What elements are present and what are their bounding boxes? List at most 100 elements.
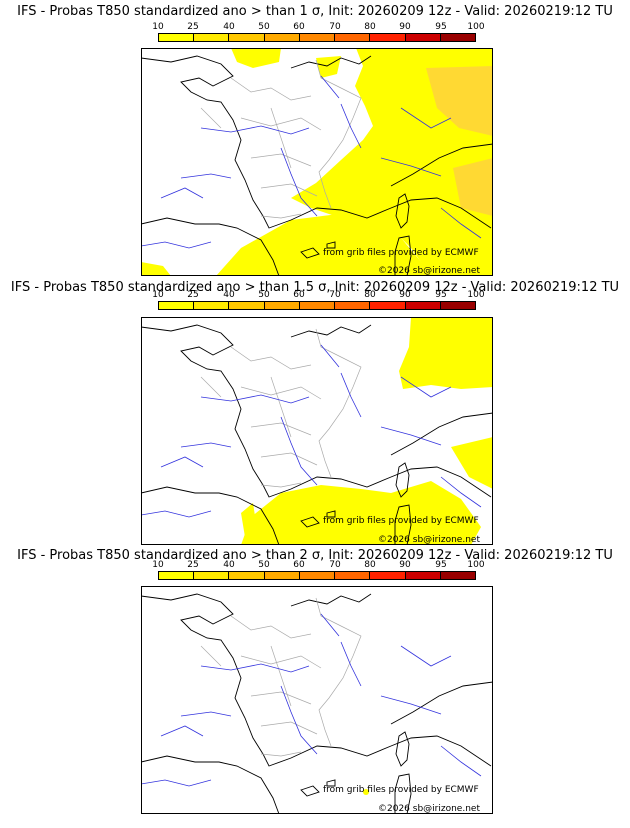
tick-label: 50	[258, 560, 270, 570]
colorbar-segment	[264, 34, 300, 41]
colorbar-segment	[264, 302, 300, 309]
coastline	[141, 217, 280, 276]
panel-2-title: IFS - Probas T850 standardized ano > tha…	[10, 280, 620, 295]
coastline-corsica	[395, 731, 410, 767]
panel-3-colorbar: 10 25 40 50 60 70 80 90 95 100	[152, 560, 485, 582]
colorbar-segment	[440, 302, 475, 309]
panel-3-map: from grib files provided by ECMWF ©2026 …	[141, 586, 493, 814]
colorbar-segment	[299, 302, 336, 309]
colorbar-ticks: 10 25 40 50 60 70 80 90 95 100	[152, 22, 484, 33]
colorbar-segment	[264, 572, 300, 579]
tick-label: 60	[293, 290, 305, 300]
tick-label: 10	[152, 290, 164, 300]
data-credit: from grib files provided by ECMWF	[323, 248, 479, 258]
coastline-corsica	[395, 462, 410, 498]
probability-area	[216, 213, 433, 276]
colorbar-swatches	[158, 571, 476, 580]
tick-label: 70	[329, 560, 341, 570]
tick-label: 50	[258, 290, 270, 300]
probability-area-high	[453, 158, 493, 216]
tick-label: 90	[399, 290, 411, 300]
coastline	[141, 486, 280, 545]
tick-label: 90	[399, 560, 411, 570]
copyright: ©2026 sb@irizone.net	[378, 535, 480, 545]
probability-area	[141, 262, 171, 276]
probability-area	[241, 481, 481, 545]
coastline	[390, 143, 493, 187]
colorbar-segment	[405, 572, 441, 579]
tick-label: 40	[223, 560, 235, 570]
rivers	[141, 344, 482, 518]
panel-2-map: from grib files provided by ECMWF ©2026 …	[141, 317, 493, 545]
colorbar-segment	[229, 572, 265, 579]
colorbar-segment	[194, 34, 230, 41]
colorbar-segment	[405, 34, 441, 41]
tick-label: 100	[467, 560, 485, 570]
sea-background	[141, 586, 493, 814]
colorbar-segment	[159, 34, 195, 41]
tick-label: 80	[364, 290, 376, 300]
copyright: ©2026 sb@irizone.net	[378, 804, 480, 814]
colorbar-segment	[335, 34, 371, 41]
data-credit: from grib files provided by ECMWF	[323, 785, 479, 795]
panel-1-title: IFS - Probas T850 standardized ano > tha…	[17, 4, 613, 19]
coastline-sardinia	[394, 504, 412, 545]
coastline-islands	[300, 779, 336, 797]
colorbar-segment	[299, 572, 336, 579]
tick-label: 80	[364, 560, 376, 570]
coastline	[141, 755, 280, 814]
colorbar-segment	[335, 302, 371, 309]
tick-label: 10	[152, 22, 164, 32]
tick-label: 10	[152, 560, 164, 570]
colorbar-ticks: 10 25 40 50 60 70 80 90 95 100	[152, 560, 484, 571]
map-canvas: from grib files provided by ECMWF ©2026 …	[141, 586, 493, 814]
colorbar-segment	[194, 302, 230, 309]
colorbar-segment	[440, 34, 475, 41]
panel-1-map: from grib files provided by ECMWF ©2026 …	[141, 48, 493, 276]
tick-label: 25	[187, 290, 199, 300]
coastline	[141, 55, 492, 229]
coastline	[290, 55, 372, 69]
coastline	[290, 324, 372, 338]
colorbar-segment	[335, 572, 371, 579]
colorbar-segment	[405, 302, 441, 309]
coastline	[141, 593, 492, 767]
map-frame	[141, 48, 493, 276]
colorbar-segment	[159, 302, 195, 309]
tick-label: 40	[223, 22, 235, 32]
tick-label: 40	[223, 290, 235, 300]
colorbar-swatches	[158, 301, 476, 310]
probability-area-high	[426, 66, 493, 136]
tick-label: 95	[435, 560, 447, 570]
copyright: ©2026 sb@irizone.net	[378, 266, 480, 276]
tick-label: 60	[293, 22, 305, 32]
coastline-islands	[300, 510, 336, 528]
probability-area	[451, 437, 493, 489]
tick-label: 50	[258, 22, 270, 32]
map-frame	[141, 317, 493, 545]
panel-3-title: IFS - Probas T850 standardized ano > tha…	[17, 548, 613, 563]
map-canvas: from grib files provided by ECMWF ©2026 …	[141, 48, 493, 276]
coastline-corsica	[395, 193, 410, 229]
colorbar-segment	[159, 572, 195, 579]
colorbar-ticks: 10 25 40 50 60 70 80 90 95 100	[152, 290, 484, 301]
colorbar-segment	[229, 302, 265, 309]
map-canvas: from grib files provided by ECMWF ©2026 …	[141, 317, 493, 545]
coastline	[390, 412, 493, 456]
coastline-sardinia	[394, 235, 412, 276]
colorbar-segment	[440, 572, 475, 579]
probability-area	[241, 503, 257, 537]
tick-label: 95	[435, 22, 447, 32]
panel-2-colorbar: 10 25 40 50 60 70 80 90 95 100	[152, 290, 485, 312]
colorbar-segment	[370, 572, 406, 579]
tick-label: 100	[467, 22, 485, 32]
probability-area	[399, 317, 493, 389]
data-credit: from grib files provided by ECMWF	[323, 516, 479, 526]
colorbar-segment	[299, 34, 336, 41]
tick-label: 70	[329, 22, 341, 32]
colorbar-segment	[194, 572, 230, 579]
coastline	[290, 593, 372, 607]
map-frame	[141, 586, 493, 814]
colorbar-segment	[229, 34, 265, 41]
country-borders	[200, 328, 362, 488]
